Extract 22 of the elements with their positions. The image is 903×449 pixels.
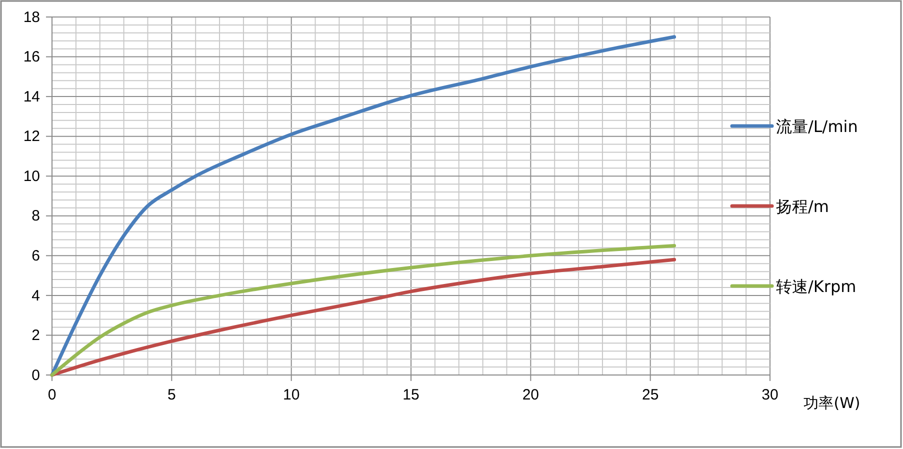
x-tick-label: 15 [402, 386, 420, 404]
y-tick-label: 14 [23, 88, 40, 106]
y-tick-label: 6 [32, 247, 40, 264]
y-tick-label: 4 [32, 287, 40, 304]
legend-label: 扬程/m [776, 197, 829, 216]
y-tick-label: 12 [23, 128, 40, 146]
legend-label: 转速/Krpm [776, 277, 856, 296]
y-tick-label: 10 [23, 168, 40, 185]
x-axis-title: 功率(W) [804, 394, 860, 412]
legend-label: 流量/L/min [776, 117, 858, 136]
x-tick-label: 25 [642, 386, 659, 404]
y-tick-label: 18 [23, 8, 40, 26]
y-tick-label: 8 [32, 208, 40, 225]
x-tick-label: 5 [167, 386, 176, 404]
x-tick-label: 20 [522, 386, 540, 404]
line-series [50, 35, 676, 377]
x-tick-label: 30 [762, 386, 778, 404]
y-tick-label: 2 [32, 327, 40, 344]
y-tick-label: 16 [23, 48, 40, 66]
y-tick-label: 0 [32, 366, 40, 384]
x-tick-label: 0 [48, 386, 56, 404]
x-tick-label: 10 [282, 386, 300, 404]
